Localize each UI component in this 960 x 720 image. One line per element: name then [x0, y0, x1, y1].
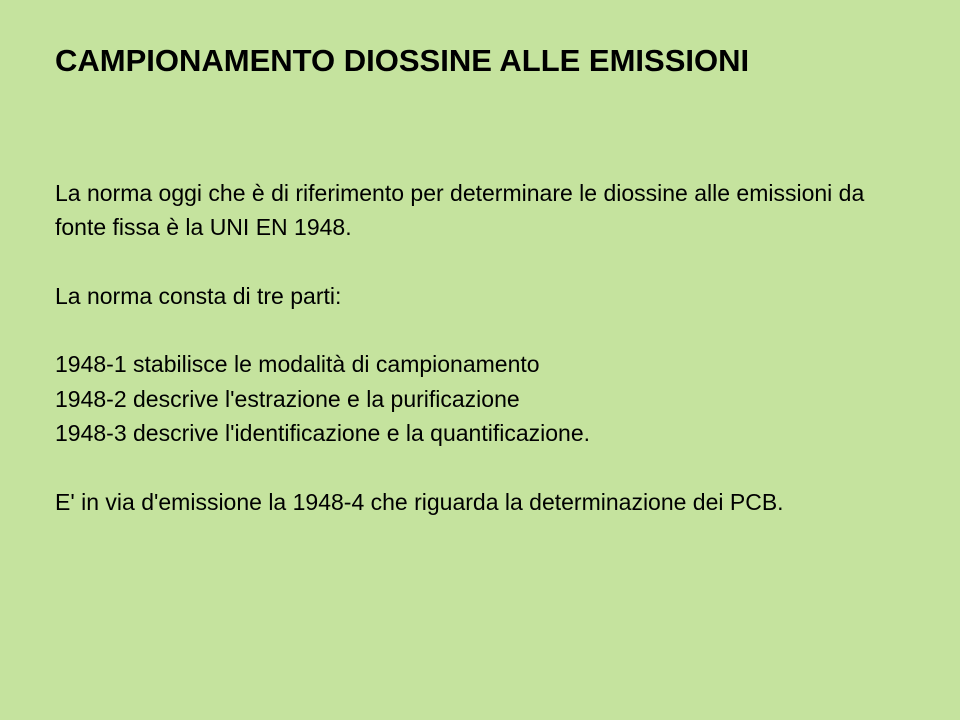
intro-paragraph: La norma oggi che è di riferimento per d…	[55, 176, 905, 245]
list-item: 1948-3 descrive l'identificazione e la q…	[55, 416, 905, 451]
slide-title: CAMPIONAMENTO DIOSSINE ALLE EMISSIONI	[55, 42, 905, 81]
slide-body: La norma oggi che è di riferimento per d…	[55, 176, 905, 520]
closing-paragraph: E' in via d'emissione la 1948-4 che rigu…	[55, 485, 905, 520]
parts-intro: La norma consta di tre parti:	[55, 279, 905, 314]
slide: CAMPIONAMENTO DIOSSINE ALLE EMISSIONI La…	[0, 0, 960, 720]
parts-list: 1948-1 stabilisce le modalità di campion…	[55, 347, 905, 451]
list-item: 1948-2 descrive l'estrazione e la purifi…	[55, 382, 905, 417]
list-item: 1948-1 stabilisce le modalità di campion…	[55, 347, 905, 382]
